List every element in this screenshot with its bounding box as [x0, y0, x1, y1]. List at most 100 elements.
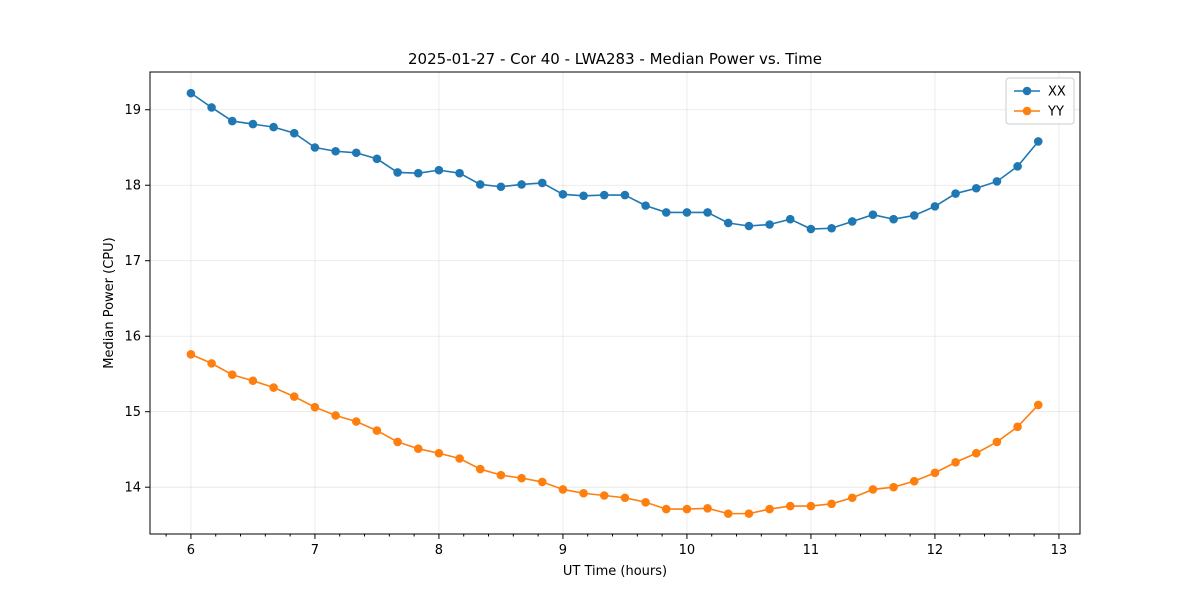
- data-point-xx: [827, 223, 836, 233]
- data-point-yy: [269, 383, 278, 392]
- data-point-xx: [1013, 162, 1022, 171]
- data-point-xx: [682, 208, 692, 217]
- data-point-xx: [310, 143, 320, 152]
- data-point-yy: [971, 448, 981, 458]
- data-point-xx: [537, 178, 547, 188]
- x-tick-label: 7: [311, 543, 319, 558]
- series-layer: [186, 88, 1043, 518]
- data-point-xx: [496, 182, 506, 192]
- data-point-yy: [806, 501, 816, 511]
- plot-frame: [149, 71, 1081, 535]
- data-point-xx: [868, 210, 878, 219]
- data-point-yy: [723, 509, 733, 518]
- x-tick-label: 11: [803, 543, 820, 558]
- data-point-yy: [517, 473, 526, 483]
- data-point-xx: [930, 202, 940, 211]
- data-point-yy: [641, 497, 650, 507]
- data-point-yy: [537, 477, 547, 487]
- data-point-xx: [227, 116, 237, 126]
- data-point-xx: [517, 180, 526, 189]
- data-point-yy: [455, 454, 464, 463]
- data-point-yy: [207, 359, 216, 368]
- legend-marker-yy: [1022, 106, 1032, 116]
- data-point-yy: [310, 402, 320, 412]
- y-tick-label: 15: [124, 405, 141, 420]
- data-point-xx: [413, 168, 423, 178]
- series-xx: [186, 88, 1043, 234]
- data-point-xx: [351, 148, 361, 158]
- data-point-xx: [186, 88, 196, 98]
- legend: XX YY: [1005, 77, 1075, 125]
- y-axis-label: Median Power (CPU): [102, 237, 117, 368]
- data-point-xx: [475, 180, 485, 189]
- data-point-yy: [372, 426, 382, 435]
- data-point-xx: [1033, 137, 1043, 146]
- data-point-xx: [765, 220, 774, 229]
- data-point-xx: [393, 168, 402, 177]
- grid: [150, 72, 1080, 534]
- data-point-xx: [558, 189, 568, 199]
- data-point-xx: [434, 165, 444, 175]
- data-point-yy: [847, 493, 857, 503]
- data-point-xx: [331, 146, 340, 156]
- data-point-yy: [351, 417, 361, 426]
- data-point-yy: [496, 470, 506, 480]
- x-tick-label: 8: [435, 543, 443, 558]
- data-point-yy: [1013, 422, 1022, 432]
- data-point-yy: [785, 501, 795, 511]
- data-point-yy: [909, 476, 919, 486]
- data-point-xx: [785, 214, 795, 224]
- y-tick-label: 14: [124, 481, 141, 496]
- data-point-xx: [992, 177, 1002, 186]
- y-tick-label: 18: [124, 179, 141, 194]
- data-point-xx: [806, 224, 816, 234]
- data-point-xx: [248, 119, 258, 129]
- data-point-yy: [331, 411, 340, 420]
- data-point-xx: [207, 103, 216, 112]
- data-point-xx: [951, 189, 960, 198]
- data-point-yy: [393, 437, 402, 447]
- y-tick-label: 16: [124, 330, 141, 345]
- x-axis-label: UT Time (hours): [563, 564, 667, 579]
- data-point-xx: [641, 201, 650, 210]
- data-point-yy: [620, 493, 630, 503]
- data-point-xx: [620, 190, 630, 200]
- data-point-xx: [579, 191, 588, 201]
- x-tick-label: 10: [679, 543, 696, 558]
- x-tick-label: 9: [559, 543, 567, 558]
- data-point-yy: [703, 504, 712, 513]
- y-tick-label: 19: [124, 103, 141, 118]
- data-point-yy: [227, 370, 237, 380]
- data-point-yy: [682, 504, 692, 514]
- data-point-xx: [909, 211, 919, 220]
- legend-marker-xx: [1022, 86, 1032, 96]
- data-point-yy: [1033, 400, 1043, 410]
- data-point-xx: [703, 208, 712, 217]
- data-point-xx: [744, 221, 754, 231]
- data-point-yy: [413, 444, 423, 454]
- data-point-xx: [723, 218, 733, 228]
- data-point-yy: [765, 504, 774, 514]
- data-point-xx: [372, 154, 382, 164]
- data-point-yy: [186, 350, 196, 359]
- chart-title: 2025-01-27 - Cor 40 - LWA283 - Median Po…: [408, 50, 822, 68]
- data-point-yy: [889, 482, 898, 492]
- data-point-yy: [661, 504, 671, 514]
- y-axis-ticks: 14 15 16 17 18 19: [124, 103, 150, 496]
- data-point-yy: [599, 491, 609, 500]
- data-point-yy: [827, 499, 836, 509]
- data-point-yy: [868, 485, 878, 494]
- data-point-xx: [661, 208, 671, 217]
- legend-item-xx: XX: [1014, 85, 1066, 100]
- data-point-yy: [434, 448, 444, 458]
- legend-label-yy: YY: [1047, 105, 1064, 120]
- series-yy: [186, 350, 1043, 518]
- x-tick-label: 12: [927, 543, 944, 558]
- data-point-yy: [744, 509, 754, 518]
- data-point-xx: [847, 217, 857, 226]
- data-point-yy: [558, 485, 568, 494]
- data-point-yy: [930, 468, 940, 478]
- legend-label-xx: XX: [1048, 85, 1066, 100]
- data-point-xx: [289, 128, 299, 138]
